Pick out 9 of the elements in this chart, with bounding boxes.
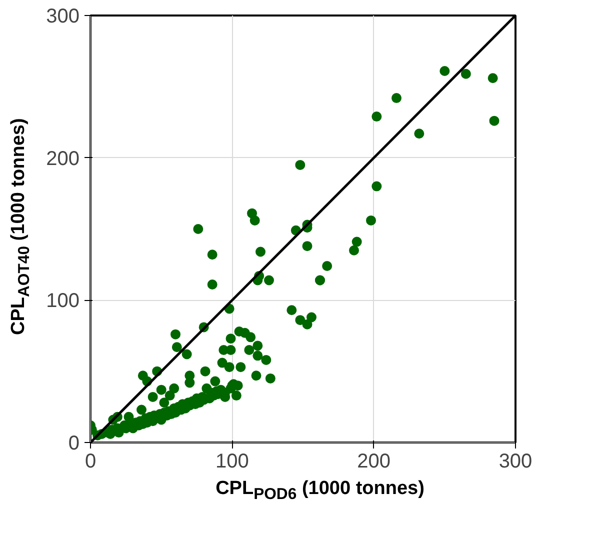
y-tick-label: 200 (46, 148, 80, 170)
y-tick-label: 0 (68, 432, 80, 454)
y-tick-label: 100 (46, 290, 80, 312)
x-tick-label: 100 (215, 450, 249, 472)
x-tick-label: 300 (498, 450, 532, 472)
x-tick-label: 0 (84, 450, 96, 472)
x-axis-title: CPL$_{POD6}$ (1000 tonnes) (214, 477, 426, 505)
y-tick-label: 300 (46, 6, 80, 28)
x-tick-label: 200 (357, 450, 391, 472)
